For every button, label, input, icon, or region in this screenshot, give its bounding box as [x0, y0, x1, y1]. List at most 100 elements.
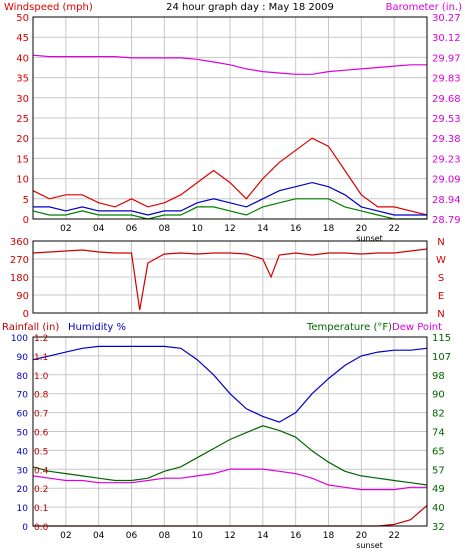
x-tick-label: 02 [60, 531, 71, 541]
rainfall-tick-label: 0.0 [34, 523, 49, 533]
barometer-line [32, 54, 427, 75]
x-tick-label: 12 [224, 224, 235, 234]
barometer-axis-label: Barometer (in.) [386, 2, 462, 13]
wind-tick-label: 45 [16, 33, 29, 44]
x-tick-label: 10 [191, 531, 203, 541]
x-tick-label: 06 [126, 531, 138, 541]
barometer-tick-label: 29.09 [432, 175, 461, 186]
humidity-tick-label: 60 [17, 410, 29, 420]
rainfall-tick-label: 1.2 [34, 334, 48, 344]
plot-border [32, 336, 428, 527]
temperature-tick-label: 90 [432, 390, 445, 401]
wind-tick-label: 30 [16, 94, 29, 105]
temperature-tick-label: 40 [432, 503, 445, 514]
rainfall-tick-label: 1.1 [34, 353, 48, 363]
wind-low-line [32, 198, 427, 220]
humidity-tick-label: 20 [17, 485, 29, 495]
rainfall-tick-label: 0.6 [34, 429, 49, 439]
rain-humidity-temp-panel: 0 10 20 30 40 50 60 70 80 90 100 0.0 0.1 0.2 0.4 0.5 0.6… [11, 333, 451, 550]
direction-tick-label: 180 [10, 273, 29, 284]
plot-border [32, 240, 428, 314]
wind-tick-label: 10 [16, 175, 29, 186]
x-tick-label: 04 [93, 224, 105, 234]
rainfall-tick-label: 0.5 [34, 447, 48, 457]
temperature-tick-label: 65 [432, 446, 445, 457]
humidity-tick-label: 0 [22, 523, 28, 533]
wind-tick-label: 0 [23, 215, 29, 226]
humidity-tick-label: 100 [11, 334, 28, 344]
rainfall-tick-label: 0.7 [34, 410, 48, 420]
direction-tick-label: 360 [10, 237, 29, 248]
temperature-tick-label: 32 [432, 522, 445, 533]
humidity-tick-label: 10 [17, 504, 29, 514]
temperature-tick-label: 107 [432, 352, 451, 363]
x-tick-label: 20 [356, 531, 368, 541]
humidity-tick-label: 50 [17, 429, 29, 439]
x-tick-label: 10 [191, 224, 203, 234]
sunset-annotation: sunset [356, 541, 383, 550]
temperature-tick-label: 98 [432, 371, 445, 382]
temperature-tick-label: 57 [432, 465, 445, 476]
x-tick-label: 20 [356, 224, 368, 234]
direction-tick-label: 270 [10, 255, 29, 266]
humidity-tick-label: 40 [17, 447, 29, 457]
compass-label: S [438, 273, 444, 284]
rainfall-tick-label: 0.1 [34, 504, 48, 514]
wind-gust-line [32, 137, 428, 216]
humidity-tick-label: 90 [17, 353, 29, 363]
wind-average-line [33, 181, 427, 216]
rainfall-axis-label: Rainfall (in) [2, 322, 59, 333]
direction-tick-label: 0 [23, 309, 29, 320]
temperature-tick-label: 49 [432, 484, 445, 495]
x-tick-label: 16 [290, 531, 302, 541]
barometer-tick-label: 29.97 [432, 53, 461, 64]
x-tick-label: 02 [60, 224, 71, 234]
barometer-tick-label: 28.79 [432, 215, 461, 226]
plot-border [32, 16, 428, 220]
x-tick-label: 12 [224, 531, 235, 541]
compass-label: E [438, 291, 444, 302]
barometer-tick-label: 29.23 [432, 154, 461, 165]
barometer-tick-label: 29.83 [432, 74, 461, 85]
humidity-tick-label: 70 [17, 391, 29, 401]
x-tick-label: 16 [290, 224, 302, 234]
temperature-tick-label: 74 [432, 428, 445, 439]
temperature-line [32, 425, 428, 486]
barometer-tick-label: 29.68 [432, 94, 461, 105]
temperature-tick-label: 115 [432, 333, 451, 344]
humidity-tick-label: 30 [17, 466, 29, 476]
sunset-annotation: sunset [356, 234, 383, 243]
x-tick-label: 06 [126, 224, 138, 234]
wind-tick-label: 50 [16, 13, 29, 24]
compass-label: W [436, 255, 446, 266]
compass-label: N [437, 309, 444, 320]
wind-barometer-panel: 0 5 10 15 20 25 30 35 40 45 50 28.79 28.94 29.09 29.23… [16, 13, 460, 243]
barometer-tick-label: 29.53 [432, 114, 461, 125]
dew-point-line [32, 468, 427, 491]
temperature-tick-label: 82 [432, 409, 445, 420]
humidity-axis-label: Humidity % [68, 322, 126, 333]
humidity-tick-label: 80 [17, 372, 29, 382]
barometer-tick-label: 30.27 [432, 13, 461, 24]
x-tick-label: 22 [388, 224, 399, 234]
wind-tick-label: 40 [16, 53, 29, 64]
barometer-tick-label: 29.38 [432, 134, 461, 145]
wind-axis-label: Windspeed (mph) [4, 2, 93, 13]
rainfall-tick-label: 0.8 [34, 391, 49, 401]
dew-point-axis-label: Dew Point [392, 322, 442, 333]
chart-title: 24 hour graph day : May 18 2009 [166, 2, 334, 13]
x-tick-label: 18 [323, 224, 335, 234]
rainfall-tick-label: 1.0 [34, 372, 49, 382]
wind-tick-label: 25 [16, 114, 29, 125]
direction-tick-label: 90 [16, 291, 29, 302]
x-tick-label: 18 [323, 531, 335, 541]
barometer-tick-label: 28.94 [432, 195, 461, 206]
x-tick-label: 14 [257, 224, 269, 234]
wind-tick-label: 35 [16, 74, 29, 85]
wind-tick-label: 5 [23, 195, 29, 206]
barometer-tick-label: 30.12 [432, 33, 461, 44]
x-tick-label: 08 [159, 531, 171, 541]
